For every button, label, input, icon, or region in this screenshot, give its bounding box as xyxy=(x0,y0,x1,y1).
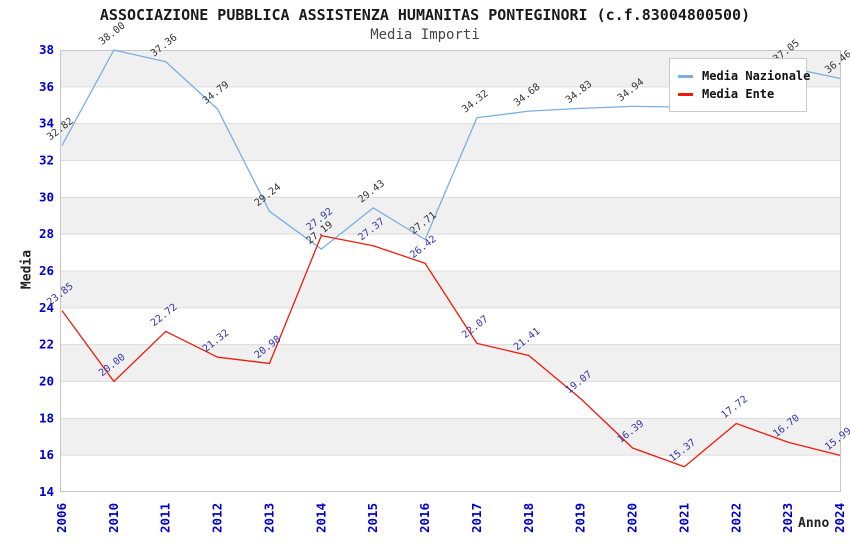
point-label: 22.07 xyxy=(460,314,490,341)
chart-title: ASSOCIAZIONE PUBBLICA ASSISTENZA HUMANIT… xyxy=(99,6,751,24)
x-tick-label: 2021 xyxy=(676,503,691,533)
plot-border xyxy=(60,50,841,492)
y-tick-label: 14 xyxy=(39,484,54,499)
x-tick-label: 2014 xyxy=(313,503,328,533)
y-tick-label: 38 xyxy=(39,42,54,57)
legend: Media Nazionale Media Ente xyxy=(669,58,810,112)
x-tick-label: 2006 xyxy=(54,503,69,533)
point-label: 17.72 xyxy=(719,394,749,421)
y-tick-label: 26 xyxy=(39,263,54,278)
y-tick-label: 24 xyxy=(39,300,54,315)
y-tick-label: 36 xyxy=(39,79,54,94)
x-tick-label: 2020 xyxy=(625,503,640,533)
point-label: 38.00 xyxy=(97,20,127,47)
y-tick-label: 20 xyxy=(39,374,54,389)
x-tick-label: 2010 xyxy=(106,503,121,533)
legend-item-media-ente: Media Ente xyxy=(678,86,806,102)
plot-band xyxy=(60,123,841,161)
x-tick-label: 2016 xyxy=(417,503,432,533)
x-tick-label: 2011 xyxy=(158,503,173,533)
y-tick-label: 34 xyxy=(39,116,54,131)
x-tick-label: 2012 xyxy=(210,503,225,533)
media-ente-line-swatch xyxy=(678,92,693,96)
legend-item-media-nazionale: Media Nazionale xyxy=(678,68,810,84)
y-tick-label: 18 xyxy=(39,410,54,425)
x-tick-label: 2024 xyxy=(832,503,847,533)
x-axis-title: Anno xyxy=(798,516,830,531)
x-tick-label: 2013 xyxy=(261,503,276,533)
y-tick-label: 32 xyxy=(39,153,54,168)
x-tick-label: 2015 xyxy=(365,503,380,533)
plot-band xyxy=(60,197,841,235)
plot-band xyxy=(60,418,841,456)
point-label: 34.32 xyxy=(460,88,490,115)
x-tick-label: 2022 xyxy=(728,503,743,533)
media-nazionale-line-swatch xyxy=(678,74,693,78)
y-tick-label: 16 xyxy=(39,447,54,462)
x-tick-label: 2017 xyxy=(469,503,484,533)
chart-subtitle: Media Importi xyxy=(370,27,480,43)
y-axis-title: Media xyxy=(19,249,35,290)
point-label: 26.42 xyxy=(408,234,438,261)
legend-label: Media Ente xyxy=(702,87,775,101)
y-tick-label: 30 xyxy=(39,189,54,204)
x-tick-label: 2023 xyxy=(780,503,795,533)
legend-label: Media Nazionale xyxy=(702,69,811,83)
plot-band xyxy=(60,344,841,382)
x-tick-label: 2018 xyxy=(521,503,536,533)
x-tick-label: 2019 xyxy=(573,503,588,533)
y-tick-label: 28 xyxy=(39,226,54,241)
series-line-media-ente xyxy=(61,234,841,468)
y-tick-label: 22 xyxy=(39,337,54,352)
